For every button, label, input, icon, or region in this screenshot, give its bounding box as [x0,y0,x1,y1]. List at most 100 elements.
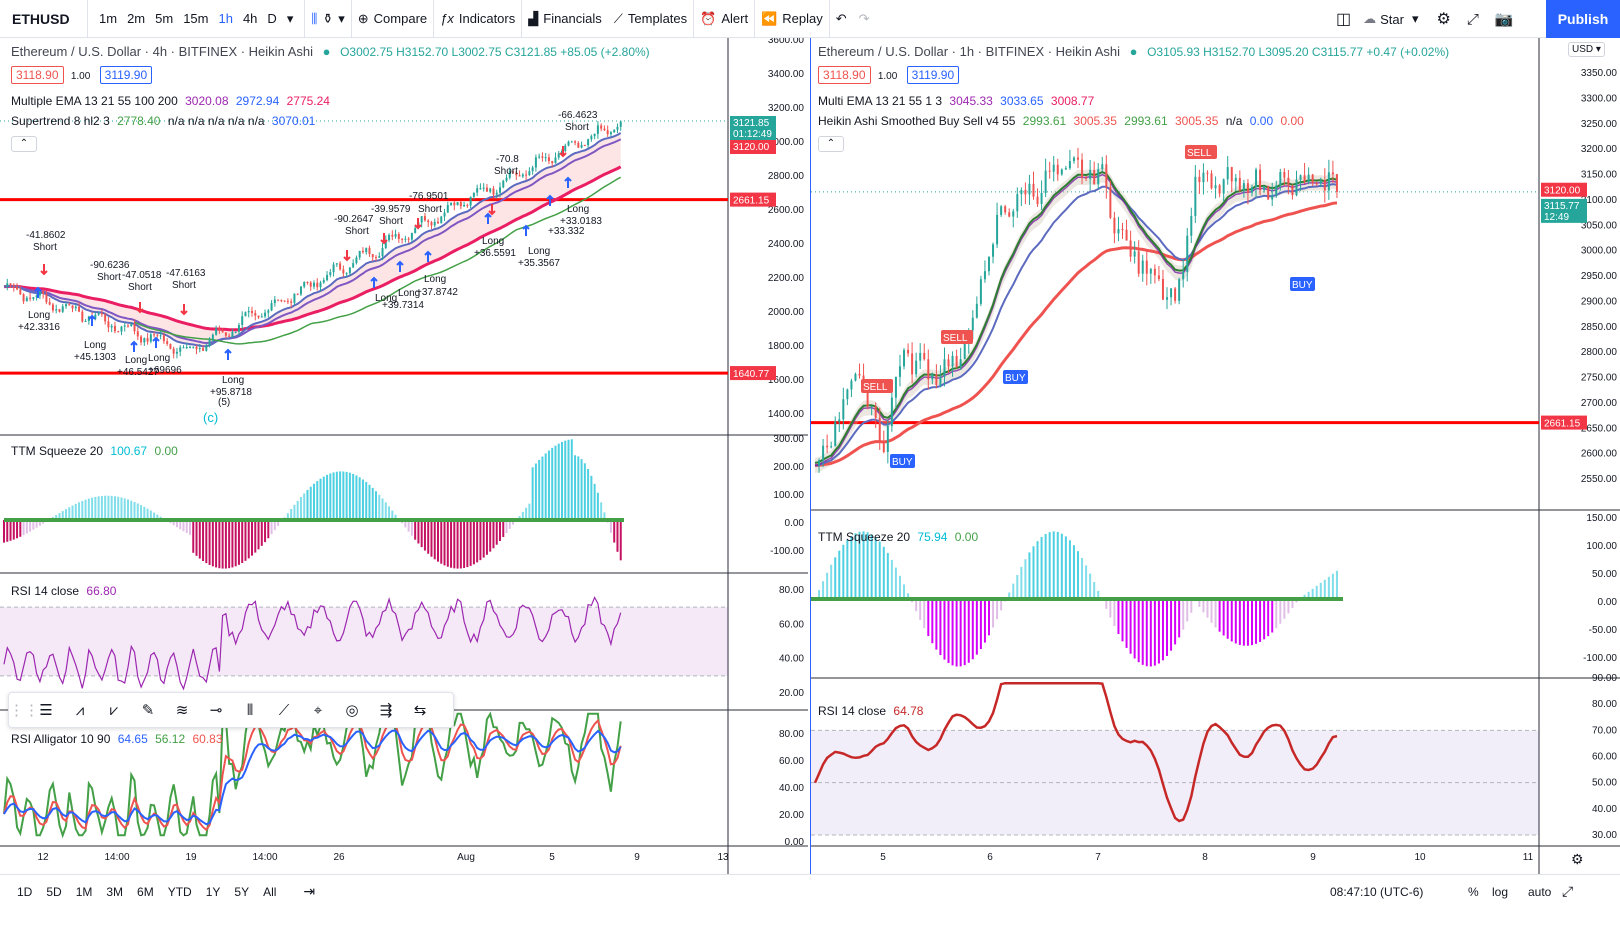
percent-toggle[interactable]: % [1468,884,1479,899]
undo-button[interactable]: ↶ [830,0,853,38]
pattern-icon[interactable]: ⌖ [313,701,323,719]
candle-body [505,177,508,181]
rsi-axis-label: 60.00 [1592,752,1617,763]
interval-2m[interactable]: 2m [127,11,146,26]
left-super-legend[interactable]: Supertrend 8 hl2 3 2778.40 n/a n/a n/a n… [11,114,315,128]
candle-body [1097,169,1100,185]
abc-pattern-icon[interactable]: ⩗ [109,701,119,719]
range-icon[interactable]: ⇆ [413,702,427,719]
interval-5m[interactable]: 5m [155,11,174,26]
currency-selector[interactable]: USD ▾ [1568,42,1605,57]
publish-button[interactable]: Publish [1546,0,1620,38]
right-ha-legend[interactable]: Heikin Ashi Smoothed Buy Sell v4 55 2993… [818,114,1304,128]
candle-body [48,302,51,305]
supertrend-val-2: n/a n/a n/a n/a n/a [167,114,265,128]
trend-line-icon[interactable]: ⟋ [278,701,290,719]
left-bid-price[interactable]: 3118.90 [11,66,64,84]
price-axis-label: 3150.00 [1581,170,1618,181]
interval-1m[interactable]: 1m [99,11,118,26]
interval-1h[interactable]: 1h [218,11,233,26]
left-chart-canvas[interactable]: 3600.00 3400.00 3200.00 3000.00 2800.00 2600.… [0,38,808,874]
right-chart-canvas[interactable]: 3350.00 3300.00 3250.00 3200.00 3150.00 3100.… [811,38,1620,874]
range-1Y[interactable]: 1Y [205,884,221,899]
candle-body [1279,171,1282,186]
position-icon[interactable]: ⇶ [379,702,393,719]
horizontal-line-icon[interactable]: ⊸ [209,702,223,719]
compare-button[interactable]: ⊕ Compare [352,0,435,38]
ha-val-1: 2993.61 [1022,114,1067,128]
clock-time[interactable]: 08:47:10 (UTC-6) [1330,884,1424,899]
brush-icon[interactable]: ✎ [141,702,155,719]
candle-body [469,196,472,206]
signal-badge [861,379,893,393]
trade-annotation: Long [424,274,446,285]
left-ttm-legend[interactable]: TTM Squeeze 20 100.67 0.00 [11,444,178,458]
right-ttm-legend[interactable]: TTM Squeeze 20 75.94 0.00 [818,530,978,544]
range-3M[interactable]: 3M [106,884,124,899]
range-YTD[interactable]: YTD [167,884,192,899]
left-rsi-legend[interactable]: RSI 14 close 66.80 [11,584,116,598]
candle-body [923,352,926,360]
expand-icon[interactable]: ⤢ [1562,883,1574,899]
chevron-down-icon[interactable]: ▾ [1411,11,1419,26]
financials-button[interactable]: ▟ Financials [522,0,608,38]
right-ema-legend[interactable]: Multi EMA 13 21 55 1 3 3045.33 3033.65 3… [818,94,1094,108]
candle-body [874,405,877,418]
elliott-wave-icon[interactable]: ⩘ [75,701,85,719]
chart-type-button[interactable]: ⫼ ⚱ ▾ [305,0,352,38]
replay-button[interactable]: ⏪ Replay [755,0,830,38]
redo-button[interactable]: ↷ [853,0,876,38]
layout-name[interactable]: Star [1380,11,1404,27]
right-collapse-legend-button[interactable]: ⌃ [818,136,844,152]
right-ask-price[interactable]: 3119.90 [906,66,960,84]
interval-15m[interactable]: 15m [183,11,209,26]
candle-body [959,359,962,367]
symbol-search[interactable]: ETHUSD [0,0,88,38]
candle-body [218,328,221,331]
calendar-range-icon[interactable]: ⇥ [303,883,316,899]
rsi-band [0,607,728,676]
range-5Y[interactable]: 5Y [234,884,250,899]
right-rsi-legend[interactable]: RSI 14 close 64.78 [818,704,923,718]
right-chart[interactable]: 3350.00 3300.00 3250.00 3200.00 3150.00 3100.… [810,38,1620,874]
collapse-legend-button[interactable]: ⌃ [11,136,37,152]
log-toggle[interactable]: log [1492,884,1509,899]
gear-icon[interactable]: ⚙ [1436,11,1451,28]
candle-body [619,121,622,127]
layout-icon[interactable]: ◫ [1336,11,1352,28]
fullscreen-icon[interactable]: ⤢ [1466,10,1479,28]
candle-body [198,348,201,350]
fib-retracement-icon[interactable]: ☰ [39,702,53,719]
range-6M[interactable]: 6M [137,884,154,899]
interval-dropdown-icon[interactable]: ▾ [286,10,294,26]
drag-handle-icon[interactable]: ⋮⋮ [9,702,39,719]
candle-body [898,366,901,377]
trade-annotation: +42.3316 [18,322,60,333]
candle-body [61,306,64,312]
left-ask-price[interactable]: 3119.90 [99,66,153,84]
candle-body [1101,164,1104,170]
indicators-button[interactable]: ƒx Indicators [434,0,523,38]
level-tag-top [730,192,776,207]
rsi-axis-label: 90.00 [1592,673,1617,684]
auto-toggle[interactable]: auto [1528,884,1552,899]
range-1D[interactable]: 1D [17,884,33,899]
signal-badge [1185,145,1217,159]
redo-icon: ↷ [858,10,870,26]
alert-button[interactable]: ⏰ Alert [694,0,756,38]
interval-4h[interactable]: 4h [242,11,258,26]
left-alli-legend[interactable]: RSI Alligator 10 90 64.65 56.12 60.83 [11,732,223,746]
camera-icon[interactable]: 📷 [1494,11,1514,28]
right-bid-price[interactable]: 3118.90 [818,66,871,84]
left-ema-legend[interactable]: Multiple EMA 13 21 55 100 200 3020.08 29… [11,94,330,108]
range-5D[interactable]: 5D [46,884,62,899]
candle-body [42,291,45,294]
templates-button[interactable]: ⟋ Templates [608,0,695,38]
vertical-lines-icon[interactable]: ⦀ [246,701,254,719]
range-All[interactable]: All [263,884,277,899]
fib-circle-icon[interactable]: ◎ [345,702,359,719]
interval-D[interactable]: D [267,11,277,26]
left-chart[interactable]: 3600.00 3400.00 3200.00 3000.00 2800.00 2600.… [0,38,808,874]
range-1M[interactable]: 1M [75,884,93,899]
parallel-channel-icon[interactable]: ≋ [175,702,189,719]
